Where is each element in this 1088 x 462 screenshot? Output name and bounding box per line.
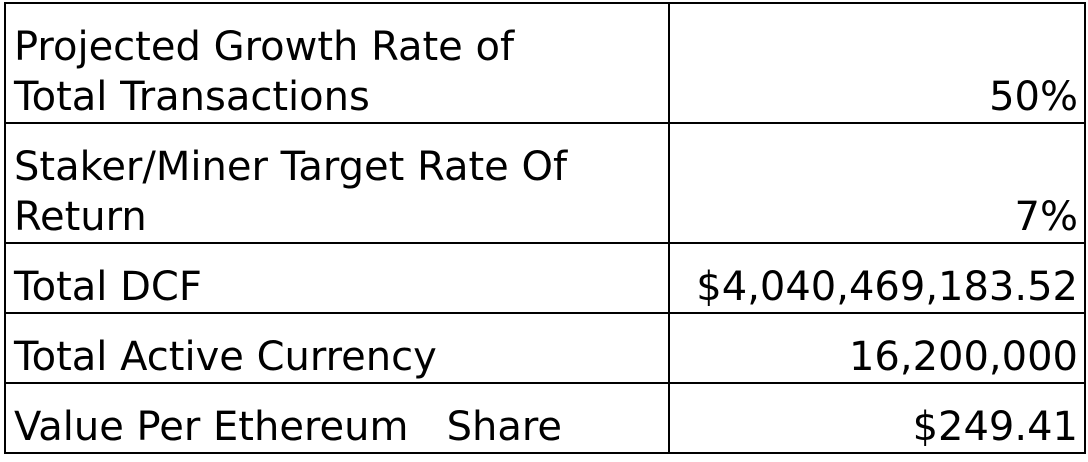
row-label: Value Per Ethereum Share [4,382,670,454]
table-row-growth-rate: Projected Growth Rate of Total Transacti… [4,2,1086,124]
table-row-active-currency: Total Active Currency 16,200,000 [4,312,1086,384]
table-row-target-return: Staker/Miner Target Rate Of Return 7% [4,122,1086,244]
row-label: Projected Growth Rate of Total Transacti… [4,2,670,124]
row-value: 50% [668,2,1086,124]
table-row-value-per-share: Value Per Ethereum Share $249.41 [4,382,1086,454]
table-row-total-dcf: Total DCF $4,040,469,183.52 [4,242,1086,314]
row-label: Total DCF [4,242,670,314]
row-label: Total Active Currency [4,312,670,384]
valuation-table: Projected Growth Rate of Total Transacti… [4,2,1086,454]
row-value: $249.41 [668,382,1086,454]
row-value: 7% [668,122,1086,244]
row-label: Staker/Miner Target Rate Of Return [4,122,670,244]
row-value: 16,200,000 [668,312,1086,384]
valuation-table-container: Projected Growth Rate of Total Transacti… [4,2,1086,454]
row-value: $4,040,469,183.52 [668,242,1086,314]
